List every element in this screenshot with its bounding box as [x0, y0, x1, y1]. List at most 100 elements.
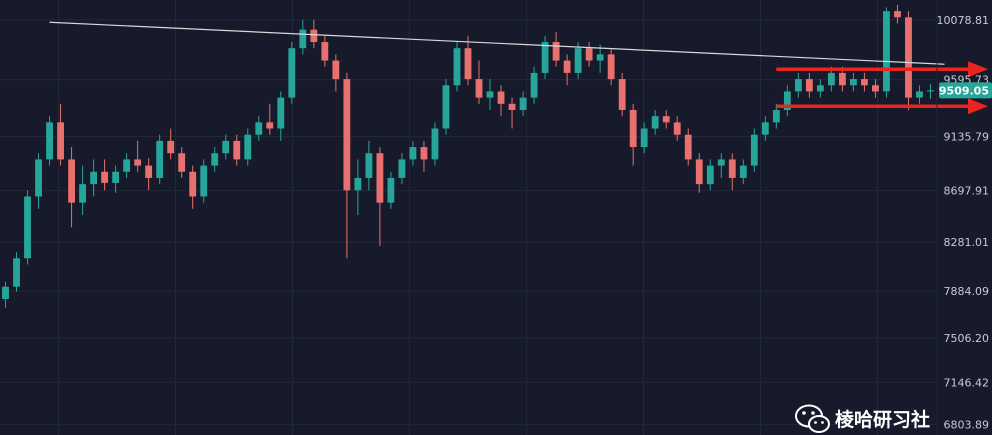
candle: [673, 116, 681, 141]
candle-body: [816, 85, 824, 92]
candle-body: [706, 165, 714, 185]
candle: [46, 116, 53, 166]
last-price-value: 9509.05: [939, 84, 989, 97]
candle: [90, 159, 98, 197]
candle-body: [651, 116, 659, 129]
candle: [519, 91, 527, 117]
candle-body: [178, 153, 186, 172]
candle-body: [662, 116, 670, 123]
candle: [508, 97, 516, 129]
candle: [442, 79, 450, 135]
candle-body: [233, 140, 241, 160]
candle: [530, 66, 538, 104]
candle: [761, 116, 769, 141]
candle-body: [640, 128, 648, 148]
candle: [244, 128, 252, 166]
candle-body: [123, 159, 131, 172]
arrow-annotation: [776, 98, 988, 115]
candle: [57, 103, 64, 166]
candle-body: [189, 171, 197, 197]
candle: [794, 72, 802, 98]
candle-body: [750, 134, 758, 166]
trendline: [49, 21, 945, 65]
candle-body: [761, 122, 769, 135]
arrow-head: [968, 98, 988, 115]
candle: [805, 72, 813, 98]
candle: [651, 109, 659, 135]
candle: [321, 35, 329, 67]
candle-body: [332, 60, 340, 80]
candle-body: [629, 109, 637, 148]
candle: [861, 72, 868, 92]
candle: [376, 147, 384, 246]
candle-body: [883, 11, 890, 92]
last-price-tag: 9509.05: [939, 82, 992, 99]
candle-body: [24, 196, 31, 259]
candle-body: [618, 79, 626, 110]
candle-body: [211, 153, 219, 166]
candle: [310, 19, 318, 49]
candle: [695, 153, 703, 193]
candle-body: [475, 79, 483, 98]
candle: [684, 128, 692, 166]
candle-body: [728, 159, 736, 178]
candle-body: [387, 177, 395, 203]
candle-body: [321, 42, 329, 61]
candle-body: [673, 122, 681, 135]
candle: [112, 165, 120, 193]
candle-body: [57, 122, 64, 160]
candle: [409, 140, 417, 166]
candle-body: [905, 17, 912, 98]
y-tick-label: 8281.01: [944, 236, 990, 249]
candle: [101, 159, 109, 191]
candle-body: [2, 286, 9, 300]
candle: [255, 116, 263, 141]
candle-body: [453, 48, 461, 86]
candlestick-series: [2, 4, 934, 308]
candle-body: [838, 72, 846, 86]
candle: [596, 44, 604, 73]
candle: [134, 140, 142, 172]
candle-body: [574, 48, 582, 73]
candle-body: [310, 29, 318, 43]
candle: [662, 109, 670, 129]
candle: [541, 35, 549, 80]
candle: [24, 190, 31, 265]
candle: [585, 42, 593, 67]
candle: [354, 159, 362, 216]
candle: [178, 147, 186, 178]
candle: [883, 7, 890, 98]
candle: [189, 165, 197, 209]
candle: [266, 103, 274, 135]
candle: [343, 72, 351, 259]
candle-body: [288, 48, 296, 98]
candle: [464, 35, 472, 86]
candle: [849, 72, 857, 92]
candle-body: [861, 79, 868, 86]
candle: [277, 91, 285, 141]
candle-body: [607, 54, 615, 80]
candle: [156, 134, 164, 185]
candle: [739, 159, 747, 185]
candle: [387, 171, 395, 209]
candle-body: [244, 134, 252, 160]
candle: [927, 84, 934, 99]
candle: [750, 128, 758, 172]
candle: [123, 153, 131, 178]
candle: [13, 252, 20, 292]
candle: [167, 128, 175, 160]
candle: [618, 72, 626, 117]
candle-body: [200, 165, 208, 197]
candle-body: [805, 79, 813, 92]
candle: [453, 42, 461, 92]
candle-body: [849, 79, 857, 86]
candle: [299, 19, 307, 55]
candle-body: [277, 97, 285, 129]
candle-body: [442, 85, 450, 129]
candle-body: [101, 171, 109, 183]
candle-body: [343, 79, 351, 191]
candle-body: [365, 153, 373, 178]
candle-body: [13, 258, 20, 287]
candle-body: [376, 153, 384, 203]
